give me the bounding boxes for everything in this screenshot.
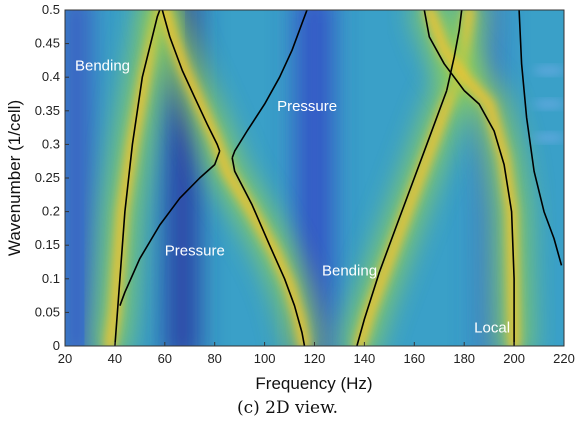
dispersion-curve bbox=[445, 10, 463, 91]
mode-annotation: Bending bbox=[75, 57, 130, 74]
x-tick-label: 60 bbox=[158, 351, 172, 366]
dispersion-curve bbox=[119, 150, 221, 306]
y-tick-label: 0.3 bbox=[42, 136, 60, 151]
y-axis-label: Wavenumber (1/cell) bbox=[5, 100, 24, 256]
dispersion-curve bbox=[518, 10, 563, 266]
x-tick-label: 140 bbox=[354, 351, 376, 366]
dispersion-curve bbox=[463, 90, 515, 346]
y-tick-label: 0.05 bbox=[35, 304, 60, 319]
mode-annotation: Bending bbox=[322, 262, 377, 279]
dispersion-curves bbox=[114, 10, 563, 346]
y-tick-label: 0.15 bbox=[35, 237, 60, 252]
local-mode-spot bbox=[533, 134, 564, 142]
y-tick-label: 0.25 bbox=[35, 170, 60, 185]
x-tick-label: 160 bbox=[403, 351, 425, 366]
dispersion-curve bbox=[231, 10, 308, 159]
dispersion-curve bbox=[356, 90, 448, 346]
x-tick-label: 40 bbox=[108, 351, 122, 366]
x-tick-label: 220 bbox=[553, 351, 575, 366]
x-tick-label: 20 bbox=[58, 351, 72, 366]
y-tick-label: 0 bbox=[53, 338, 60, 353]
local-mode-spot bbox=[533, 100, 564, 108]
annotations: Bending Pressure Pressure Bending Local bbox=[75, 57, 510, 336]
mode-annotation: Local bbox=[474, 320, 510, 337]
y-tick-label: 0.35 bbox=[35, 103, 60, 118]
y-tick-label: 0.2 bbox=[42, 204, 60, 219]
ridge-glow bbox=[92, 10, 532, 346]
x-tick-label: 100 bbox=[254, 351, 276, 366]
heatmap-field bbox=[65, 10, 564, 346]
y-tick-label: 0.4 bbox=[42, 69, 60, 84]
ridge-core bbox=[104, 10, 166, 346]
dispersion-curve bbox=[161, 10, 221, 152]
mode-annotation: Pressure bbox=[277, 98, 337, 115]
dispersion-curve bbox=[231, 157, 306, 346]
x-axis-label: Frequency (Hz) bbox=[255, 374, 372, 393]
x-tick-label: 180 bbox=[453, 351, 475, 366]
figure-caption: (c) 2D view. bbox=[236, 398, 339, 418]
y-tick-label: 0.5 bbox=[42, 2, 60, 17]
dispersion-curve bbox=[423, 10, 465, 92]
dispersion-curve bbox=[114, 10, 161, 346]
local-mode-spot bbox=[533, 66, 564, 74]
ridge-core bbox=[159, 10, 310, 346]
x-tick-label: 80 bbox=[207, 351, 221, 366]
x-tick-label: 200 bbox=[503, 351, 525, 366]
y-tick-label: 0.45 bbox=[35, 36, 60, 51]
mode-annotation: Pressure bbox=[165, 242, 225, 259]
y-tick-label: 0.1 bbox=[42, 271, 60, 286]
x-tick-label: 120 bbox=[304, 351, 326, 366]
x-axis-ticks: 20 40 60 80 100 120 140 160 180 200 220 bbox=[58, 342, 575, 366]
y-axis-ticks: 0 0.05 0.1 0.15 0.2 0.25 0.3 0.35 0.4 0.45 0.5 bbox=[35, 2, 69, 353]
low-intensity-band bbox=[65, 10, 88, 346]
